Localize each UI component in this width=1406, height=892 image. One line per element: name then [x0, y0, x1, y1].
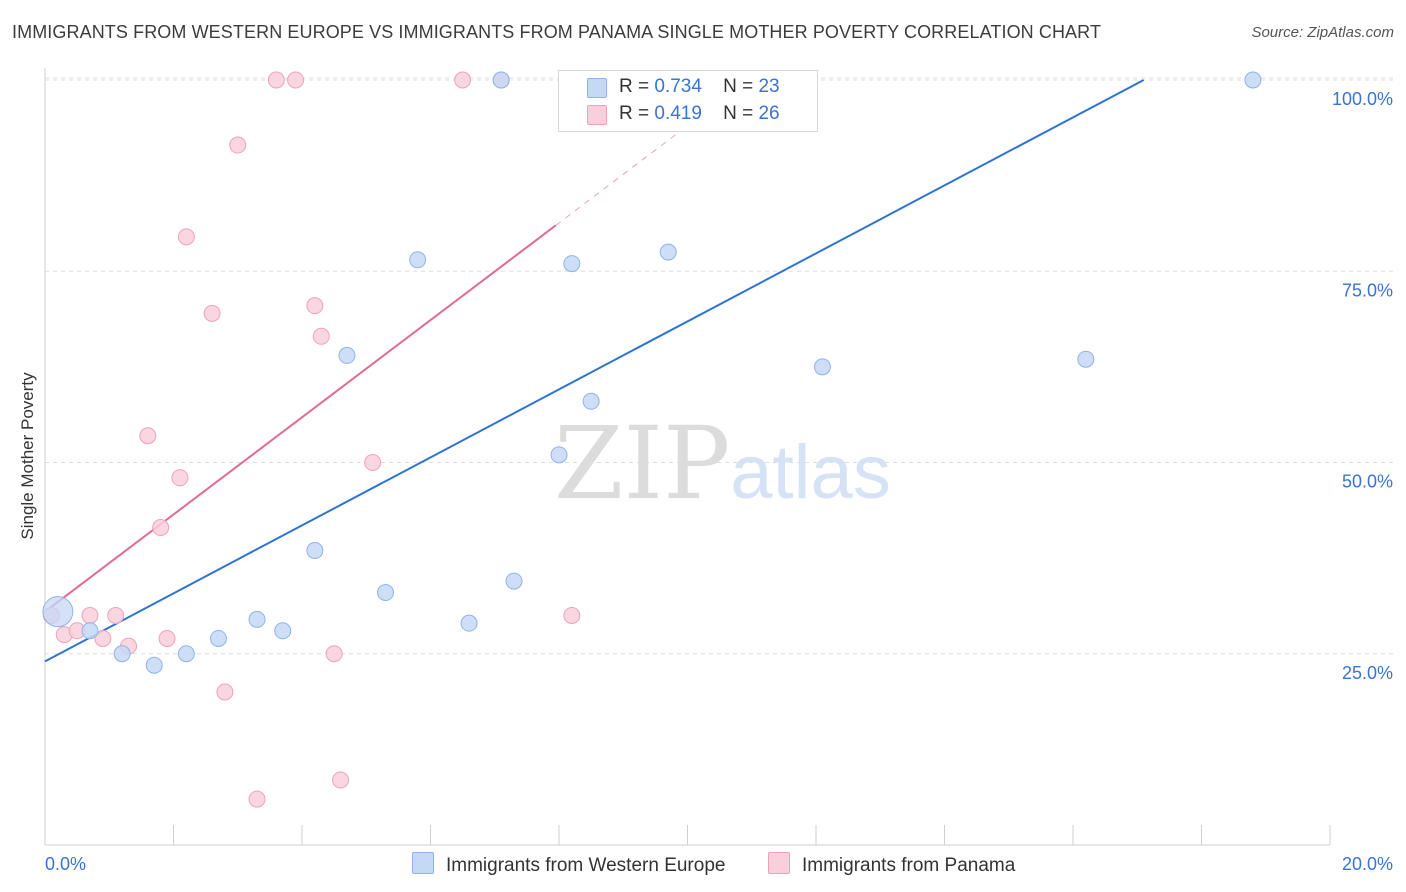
- point-panama: [312, 327, 330, 345]
- n-label: N =: [723, 103, 754, 124]
- point-western-europe: [492, 71, 510, 89]
- point-western-europe: [1077, 350, 1095, 368]
- point-panama: [287, 71, 305, 89]
- r-value: 0.419: [654, 103, 702, 124]
- point-panama: [139, 427, 157, 445]
- point-panama: [325, 645, 343, 663]
- point-western-europe: [177, 645, 195, 663]
- point-western-europe: [113, 645, 131, 663]
- point-western-europe: [659, 243, 677, 261]
- point-western-europe: [274, 622, 292, 640]
- point-panama: [81, 607, 99, 624]
- point-western-europe: [563, 255, 581, 273]
- blue-swatch-icon: [587, 78, 607, 98]
- point-panama: [107, 607, 125, 624]
- point-panama: [203, 304, 221, 322]
- y-tick-label: 100.0%: [1332, 89, 1393, 109]
- pink-swatch-icon: [768, 852, 790, 874]
- correlation-legend: R = 0.734 N = 23 R = 0.419 N = 26: [558, 70, 818, 132]
- r-value: 0.734: [654, 76, 702, 97]
- point-panama: [152, 519, 170, 537]
- point-panama: [94, 629, 112, 647]
- trend-line-panama: [44, 224, 557, 613]
- blue-swatch-icon: [412, 852, 434, 874]
- source-credit: Source: ZipAtlas.com: [1251, 24, 1394, 41]
- legend-label-western-europe: Immigrants from Western Europe: [446, 855, 726, 876]
- x-tick-label: 20.0%: [1342, 854, 1393, 874]
- point-western-europe: [145, 656, 163, 674]
- point-western-europe: [550, 446, 568, 464]
- n-value: 26: [758, 103, 780, 124]
- point-western-europe: [409, 251, 427, 269]
- point-panama: [306, 297, 324, 315]
- trend-line-western-europe: [44, 79, 1145, 663]
- point-panama: [364, 454, 382, 471]
- y-tick-label: 25.0%: [1342, 663, 1393, 683]
- point-panama: [229, 136, 247, 154]
- point-western-europe: [582, 392, 600, 410]
- legend-label-panama: Immigrants from Panama: [802, 855, 1016, 876]
- point-panama: [332, 771, 350, 789]
- point-western-europe: [1244, 71, 1262, 89]
- pink-swatch-icon: [587, 105, 607, 125]
- point-western-europe: [42, 596, 74, 628]
- point-panama: [171, 469, 189, 487]
- point-panama: [158, 629, 176, 647]
- r-label: R =: [619, 103, 650, 124]
- point-panama: [248, 790, 266, 808]
- watermark-atlas: atlas: [730, 430, 891, 515]
- y-tick-label: 50.0%: [1342, 472, 1393, 492]
- point-western-europe: [209, 629, 227, 647]
- chart-title: IMMIGRANTS FROM WESTERN EUROPE VS IMMIGR…: [12, 22, 1102, 42]
- point-western-europe: [338, 346, 356, 364]
- point-western-europe: [377, 584, 395, 602]
- point-western-europe: [248, 610, 266, 628]
- y-tick-label: 75.0%: [1342, 280, 1393, 300]
- point-panama: [177, 228, 195, 246]
- n-value: 23: [758, 76, 780, 97]
- legend-item-panama: Immigrants from Panama: [768, 852, 1015, 876]
- r-label: R =: [619, 76, 650, 97]
- point-western-europe: [81, 622, 99, 640]
- watermark-zip: ZIP: [554, 405, 731, 522]
- point-panama: [216, 683, 234, 701]
- watermark: ZIPatlas: [554, 405, 891, 522]
- point-panama: [563, 607, 581, 624]
- n-label: N =: [723, 76, 754, 97]
- point-panama: [267, 71, 285, 89]
- point-western-europe: [306, 541, 324, 559]
- point-western-europe: [505, 572, 523, 590]
- x-tick-label: 0.0%: [45, 854, 86, 874]
- point-panama: [454, 71, 472, 89]
- point-western-europe: [460, 614, 478, 632]
- point-western-europe: [813, 358, 831, 376]
- legend-item-western-europe: Immigrants from Western Europe: [412, 852, 725, 876]
